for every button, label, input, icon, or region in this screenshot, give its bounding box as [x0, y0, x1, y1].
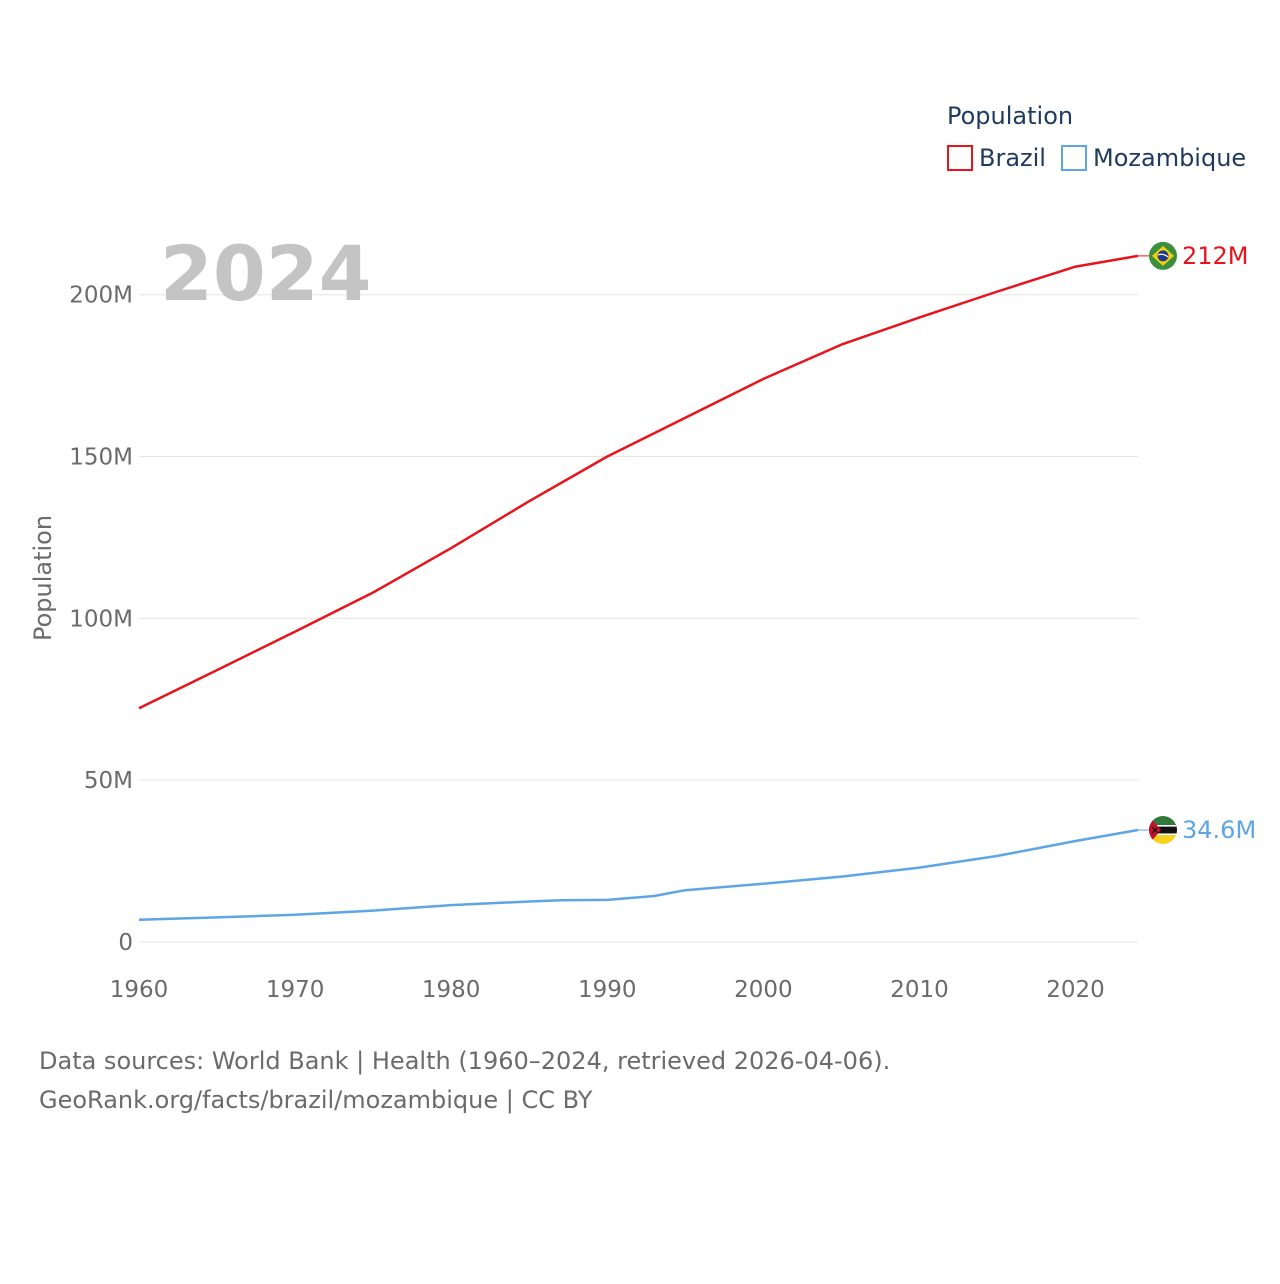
year-watermark: 2024 — [160, 229, 372, 318]
footer-source: Data sources: World Bank | Health (1960–… — [39, 1047, 890, 1075]
y-axis-title: Population — [29, 515, 57, 641]
brazil-flag-icon — [1149, 241, 1177, 270]
y-tick-label: 200M — [69, 283, 133, 309]
x-tick-label: 1990 — [578, 977, 637, 1003]
end-label-mozambique: 34.6M — [1182, 816, 1256, 844]
legend: Population Brazil Mozambique — [947, 102, 1246, 172]
series-line-mozambique — [138, 828, 1139, 921]
x-tick-label: 1980 — [422, 977, 481, 1003]
series-line-brazil — [138, 254, 1139, 710]
y-tick-label: 100M — [69, 606, 133, 632]
y-axis-ticks: 0 50M 100M 150M 200M — [69, 283, 133, 956]
footer-credit: GeoRank.org/facts/brazil/mozambique | CC… — [39, 1086, 593, 1114]
legend-swatch-mozambique — [1061, 145, 1087, 171]
legend-label-brazil: Brazil — [979, 144, 1046, 172]
y-tick-label: 150M — [69, 445, 133, 471]
x-tick-label: 2010 — [890, 977, 949, 1003]
x-tick-label: 2020 — [1046, 977, 1105, 1003]
y-tick-label: 50M — [84, 768, 133, 794]
y-tick-label: 0 — [118, 930, 133, 956]
x-tick-label: 2000 — [734, 977, 793, 1003]
legend-items: Brazil Mozambique — [947, 144, 1246, 172]
legend-label-mozambique: Mozambique — [1093, 144, 1246, 172]
end-label-brazil: 212M — [1182, 242, 1249, 270]
x-tick-label: 1970 — [266, 977, 325, 1003]
x-tick-label: 1960 — [110, 977, 169, 1003]
series-layer: 212M 34.6M — [138, 241, 1256, 921]
mozambique-flag-icon — [1149, 816, 1177, 845]
legend-title: Population — [947, 102, 1073, 130]
legend-swatch-brazil — [947, 145, 973, 171]
grid-layer — [139, 294, 1138, 943]
x-axis-ticks: 1960 1970 1980 1990 2000 2010 2020 — [110, 977, 1105, 1003]
